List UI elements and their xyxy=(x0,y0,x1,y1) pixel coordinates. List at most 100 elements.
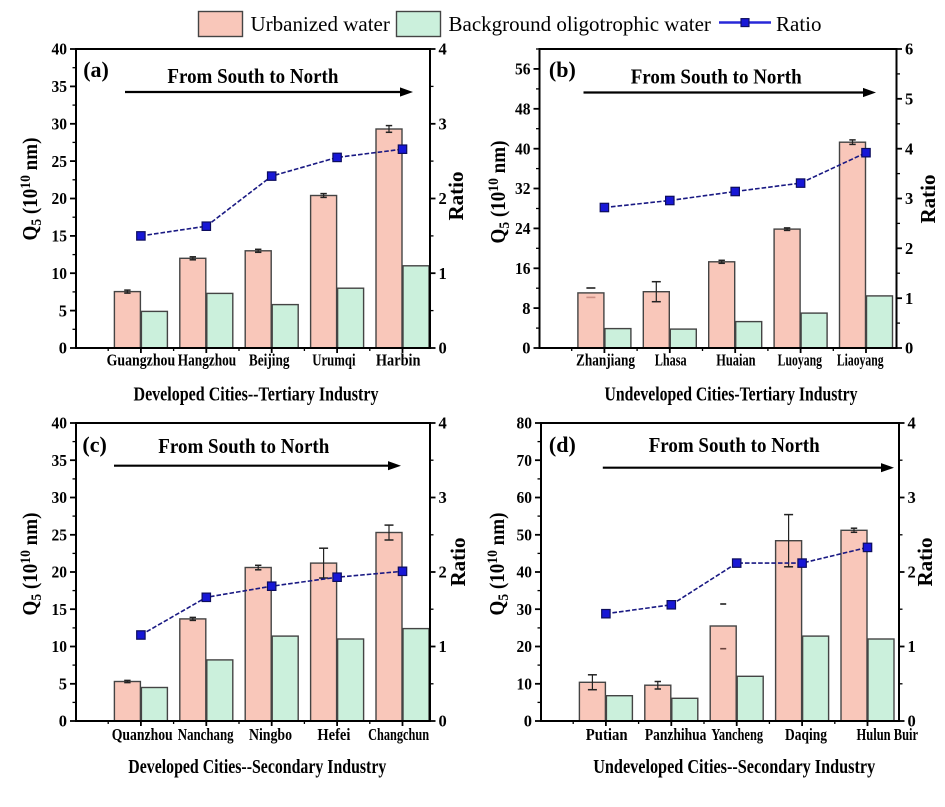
svg-text:(b): (b) xyxy=(549,57,576,82)
svg-text:Ratio: Ratio xyxy=(913,538,937,587)
svg-text:Putian: Putian xyxy=(586,725,628,744)
svg-text:5: 5 xyxy=(905,90,913,109)
svg-text:15: 15 xyxy=(52,227,68,246)
svg-text:10: 10 xyxy=(52,637,68,656)
svg-text:Yancheng: Yancheng xyxy=(711,725,763,744)
svg-text:40: 40 xyxy=(515,139,531,158)
svg-text:0: 0 xyxy=(524,712,532,731)
svg-text:Daqing: Daqing xyxy=(785,725,828,744)
svg-text:Ningbo: Ningbo xyxy=(249,725,292,744)
svg-text:Hulun Buir: Hulun Buir xyxy=(857,725,919,744)
svg-text:10: 10 xyxy=(517,675,533,694)
svg-text:2: 2 xyxy=(905,239,913,258)
svg-text:Liaoyang: Liaoyang xyxy=(837,350,884,369)
svg-text:5: 5 xyxy=(59,675,67,694)
svg-text:3: 3 xyxy=(905,189,913,208)
svg-text:Developed Cities--Secondary In: Developed Cities--Secondary Industry xyxy=(128,756,387,778)
svg-text:50: 50 xyxy=(517,526,533,545)
svg-text:1: 1 xyxy=(439,637,447,656)
svg-text:60: 60 xyxy=(517,488,533,507)
svg-text:0: 0 xyxy=(908,712,916,731)
svg-text:Huaian: Huaian xyxy=(716,350,755,369)
svg-text:32: 32 xyxy=(515,179,531,198)
svg-text:3: 3 xyxy=(439,114,447,133)
svg-text:20: 20 xyxy=(517,637,533,656)
svg-text:Ratio: Ratio xyxy=(446,538,470,587)
svg-text:Changchun: Changchun xyxy=(368,725,429,744)
svg-text:Ratio: Ratio xyxy=(776,12,822,36)
svg-text:Q5 (1010 nm): Q5 (1010 nm) xyxy=(485,512,512,615)
svg-text:2: 2 xyxy=(439,189,447,208)
svg-text:4: 4 xyxy=(905,139,913,158)
svg-text:80: 80 xyxy=(517,414,533,433)
svg-text:25: 25 xyxy=(52,526,68,545)
svg-text:25: 25 xyxy=(52,152,68,171)
svg-text:20: 20 xyxy=(52,189,68,208)
svg-text:10: 10 xyxy=(52,264,68,283)
svg-text:0: 0 xyxy=(439,339,447,358)
svg-text:4: 4 xyxy=(439,40,447,59)
svg-text:35: 35 xyxy=(52,451,68,470)
svg-text:48: 48 xyxy=(515,100,531,119)
svg-text:3: 3 xyxy=(908,488,916,507)
svg-text:0: 0 xyxy=(522,339,530,358)
svg-text:1: 1 xyxy=(905,289,913,308)
svg-text:0: 0 xyxy=(439,712,447,731)
svg-text:8: 8 xyxy=(522,299,530,318)
svg-text:0: 0 xyxy=(59,339,67,358)
svg-text:(d): (d) xyxy=(549,432,576,457)
svg-text:3: 3 xyxy=(439,488,447,507)
svg-text:Hangzhou: Hangzhou xyxy=(178,350,236,369)
svg-text:2: 2 xyxy=(439,563,447,582)
svg-text:(c): (c) xyxy=(82,432,106,457)
svg-text:Ratio: Ratio xyxy=(444,172,468,221)
svg-text:1: 1 xyxy=(439,264,447,283)
svg-text:Quanzhou: Quanzhou xyxy=(112,725,173,744)
svg-text:1: 1 xyxy=(908,637,916,656)
svg-text:Background oligotrophic water: Background oligotrophic water xyxy=(449,12,711,36)
svg-text:6: 6 xyxy=(905,40,913,59)
svg-text:From South to North: From South to North xyxy=(167,64,338,88)
svg-text:Q5 (1010 nm): Q5 (1010 nm) xyxy=(18,512,45,615)
svg-text:4: 4 xyxy=(908,414,916,433)
svg-text:From South to North: From South to North xyxy=(158,434,329,458)
svg-text:From South to North: From South to North xyxy=(649,433,820,457)
svg-text:0: 0 xyxy=(59,712,67,731)
svg-text:30: 30 xyxy=(52,114,68,133)
svg-text:40: 40 xyxy=(52,414,68,433)
svg-text:24: 24 xyxy=(515,219,531,238)
svg-text:Beijing: Beijing xyxy=(249,350,290,369)
svg-text:(a): (a) xyxy=(83,57,109,82)
svg-text:Nanchang: Nanchang xyxy=(178,725,234,744)
svg-text:70: 70 xyxy=(517,451,533,470)
svg-text:20: 20 xyxy=(52,563,68,582)
svg-text:0: 0 xyxy=(905,339,913,358)
svg-text:Lhasa: Lhasa xyxy=(655,350,687,369)
svg-text:2: 2 xyxy=(908,563,916,582)
svg-text:40: 40 xyxy=(52,40,68,59)
svg-text:Guangzhou: Guangzhou xyxy=(107,350,176,369)
svg-text:Ratio: Ratio xyxy=(916,175,940,224)
svg-text:35: 35 xyxy=(52,77,68,96)
svg-text:Luoyang: Luoyang xyxy=(778,350,823,369)
svg-text:Q5 (1010 nm): Q5 (1010 nm) xyxy=(486,140,513,243)
svg-text:30: 30 xyxy=(517,600,533,619)
svg-text:Hefei: Hefei xyxy=(317,725,350,744)
svg-text:4: 4 xyxy=(439,414,447,433)
svg-text:Undeveloped Cities-Tertiary In: Undeveloped Cities-Tertiary Industry xyxy=(605,384,859,406)
svg-text:Harbin: Harbin xyxy=(376,350,421,369)
svg-text:Panzhihua: Panzhihua xyxy=(645,725,707,744)
svg-text:5: 5 xyxy=(59,301,67,320)
svg-text:16: 16 xyxy=(515,259,531,278)
svg-text:Developed Cities--Tertiary Ind: Developed Cities--Tertiary Industry xyxy=(134,384,380,406)
svg-text:Urbanized water: Urbanized water xyxy=(251,12,390,36)
svg-text:Urumqi: Urumqi xyxy=(312,350,356,369)
svg-text:56: 56 xyxy=(515,60,531,79)
svg-text:From South to North: From South to North xyxy=(631,65,802,89)
svg-text:Zhanjiang: Zhanjiang xyxy=(576,350,636,369)
svg-text:Q5 (1010 nm): Q5 (1010 nm) xyxy=(18,137,45,240)
svg-text:Undeveloped Cities--Secondary: Undeveloped Cities--Secondary Industry xyxy=(593,756,876,778)
svg-text:15: 15 xyxy=(52,600,68,619)
svg-text:40: 40 xyxy=(517,563,533,582)
svg-text:30: 30 xyxy=(52,488,68,507)
